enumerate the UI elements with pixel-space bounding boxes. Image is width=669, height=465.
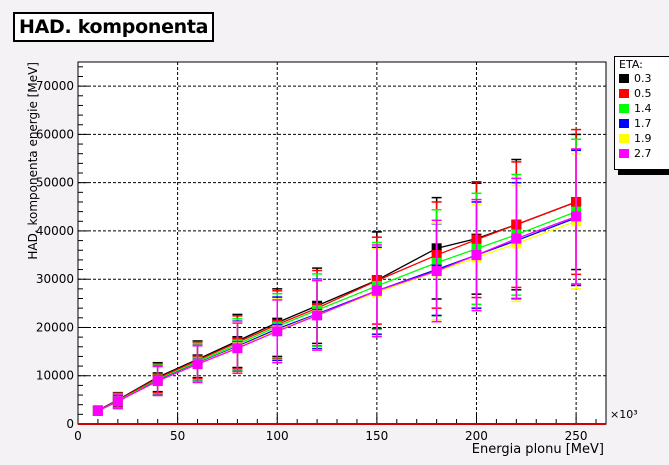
x-tick-label: 200	[465, 429, 488, 443]
legend-item: 1.7	[615, 116, 669, 131]
y-tick-label: 0	[66, 417, 74, 431]
y-tick-label: 50000	[36, 176, 74, 190]
data-point	[371, 285, 382, 296]
legend-swatch	[619, 89, 629, 98]
y-tick-label: 60000	[36, 127, 74, 141]
y-axis-label: HAD. komponenta energie [MeV]	[26, 62, 40, 260]
x-tick-label: 150	[365, 429, 388, 443]
legend-swatch	[619, 74, 629, 83]
legend-item: 1.4	[615, 101, 669, 116]
axes: 0 50 100 150 200 250 0 10000 20000 30000 40000 5000…	[36, 66, 606, 443]
x-tick-label: 0	[74, 429, 82, 443]
data-point	[312, 310, 323, 321]
legend-label: 1.4	[634, 101, 652, 115]
legend-item: 2.7	[615, 146, 669, 161]
series-line	[97, 201, 577, 412]
x-tick-label: 50	[170, 429, 185, 443]
data-point	[272, 326, 283, 337]
y-tick-label: 20000	[36, 320, 74, 334]
x-tick-label: 250	[565, 429, 588, 443]
series-2.7	[92, 148, 582, 416]
legend: ETA: 0.3 0.5 1.4 1.7 1.9 2.7	[614, 56, 669, 170]
data-point	[152, 376, 163, 387]
legend-rows: 0.3 0.5 1.4 1.7 1.9 2.7	[615, 71, 669, 161]
y-tick-label: 30000	[36, 272, 74, 286]
legend-swatch	[619, 119, 629, 128]
y-tick-label: 40000	[36, 224, 74, 238]
legend-swatch	[619, 149, 629, 158]
chart-title: HAD. komponenta	[13, 12, 215, 42]
legend-item: 0.5	[615, 86, 669, 101]
legend-label: 1.9	[634, 131, 652, 145]
data-point	[511, 233, 522, 244]
series-layer	[92, 128, 582, 416]
legend-label: 0.5	[634, 86, 652, 100]
x-tick-label: 100	[266, 429, 289, 443]
legend-label: 0.3	[634, 71, 652, 85]
series-line	[97, 211, 577, 412]
y-tick-label: 70000	[36, 79, 74, 93]
data-point	[471, 250, 482, 261]
legend-label: 1.7	[634, 116, 652, 130]
data-point	[431, 265, 442, 276]
data-point	[232, 343, 243, 354]
legend-swatch	[619, 134, 629, 143]
x-axis-label: Energia plonu [MeV]	[472, 442, 604, 457]
legend-swatch	[619, 104, 629, 113]
series-line	[97, 201, 577, 412]
x-multiplier-label: ×10³	[610, 408, 638, 421]
data-point	[112, 396, 123, 407]
legend-item: 1.9	[615, 131, 669, 146]
legend-title: ETA:	[619, 58, 643, 71]
y-tick-label: 10000	[36, 369, 74, 383]
data-point	[192, 359, 203, 370]
data-point	[92, 405, 103, 416]
legend-item: 0.3	[615, 71, 669, 86]
legend-label: 2.7	[634, 146, 652, 160]
series-line	[97, 215, 577, 412]
data-point	[571, 211, 582, 222]
